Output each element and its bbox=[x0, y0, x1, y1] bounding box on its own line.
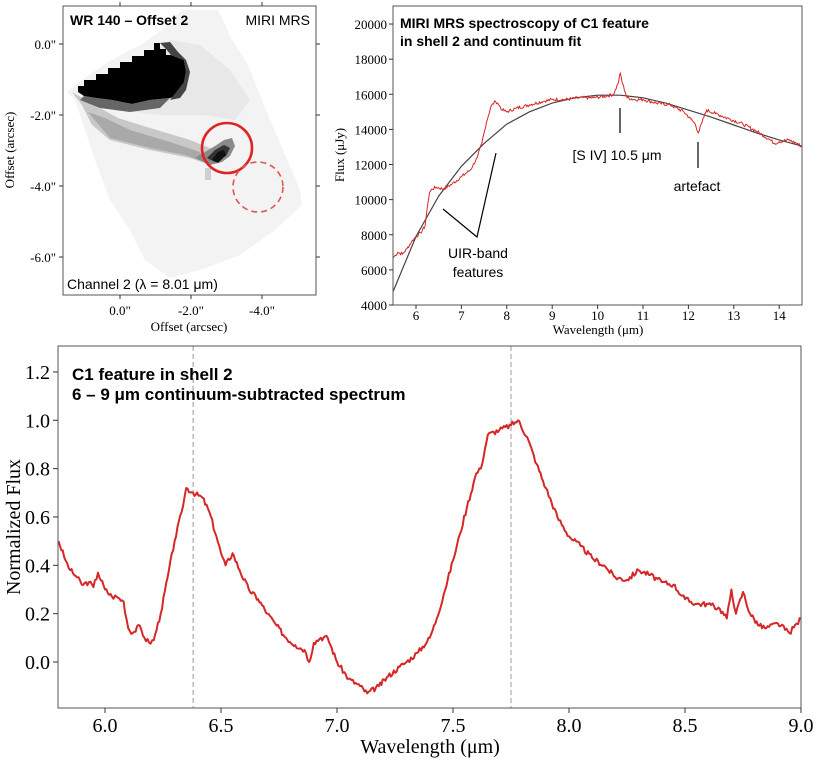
subtracted-ytick-label: 0.6 bbox=[25, 507, 50, 529]
subtracted-ytick-label: 1.0 bbox=[25, 410, 50, 432]
spectrum-xtick-label: 9 bbox=[549, 308, 556, 323]
image-ytick-label: -2.0" bbox=[30, 108, 56, 123]
image-xtick-label: 0.0" bbox=[109, 303, 131, 318]
subtracted-ticks: 6.0 6.5 7.0 7.5 8.0 8.5 9.0 0.0 0.2 0.4 0.6 0.8 1.0 1… bbox=[25, 362, 814, 737]
spectrum-ytick-label: 14000 bbox=[355, 122, 388, 137]
spectrum-xtick-label: 13 bbox=[727, 308, 740, 323]
uir-pointer-lines bbox=[442, 152, 497, 239]
subtracted-xtick-label: 7.5 bbox=[441, 715, 466, 737]
subtracted-ytick-label: 0.2 bbox=[25, 604, 50, 626]
spectrum-ytick-label: 16000 bbox=[355, 87, 388, 102]
spectrum-xlabel: Wavelength (μm) bbox=[553, 322, 644, 337]
instrument-label: MIRI MRS bbox=[245, 12, 310, 28]
subtracted-xlabel: Wavelength (μm) bbox=[360, 736, 500, 758]
image-ylabel: Offset (arcsec) bbox=[2, 112, 17, 189]
spectrum-ytick-label: 4000 bbox=[361, 298, 387, 313]
image-panel: 0.0" -2.0" -4.0" 0.0" -2.0" -4.0" -6.0" WR 140… bbox=[2, 2, 320, 334]
spectrum-xtick-label: 10 bbox=[591, 308, 604, 323]
subtracted-title-line2: 6 – 9 μm continuum-subtracted spectrum bbox=[72, 385, 405, 404]
spectrum-ticks: 6 7 8 9 10 11 12 13 14 4000 6000 8000 10000 12000 1400… bbox=[355, 17, 787, 323]
continuum-fit-line bbox=[393, 94, 802, 292]
subtracted-ytick-label: 0.8 bbox=[25, 459, 50, 481]
spectrum-xtick-label: 6 bbox=[413, 308, 420, 323]
subtracted-axes-frame bbox=[57, 345, 802, 709]
intensity-map bbox=[67, 10, 302, 278]
image-xtick-label: -4.0" bbox=[249, 303, 275, 318]
subtracted-xtick-label: 7.0 bbox=[325, 715, 350, 737]
image-xlabel: Offset (arcsec) bbox=[151, 319, 228, 334]
subtracted-title-line1: C1 feature in shell 2 bbox=[72, 365, 233, 384]
artefact-label: artefact bbox=[674, 178, 721, 194]
image-xtick-label: -2.0" bbox=[178, 303, 204, 318]
subtracted-ytick-label: 0.4 bbox=[25, 555, 50, 577]
uir-label-line1: UIR-band bbox=[448, 245, 508, 261]
spectrum-xtick-label: 7 bbox=[458, 308, 465, 323]
subtracted-xtick-label: 6.0 bbox=[93, 715, 118, 737]
spectrum-ylabel: Flux (μJy) bbox=[332, 128, 347, 182]
image-ytick-label: -6.0" bbox=[30, 250, 56, 265]
channel-label: Channel 2 (λ = 8.01 μm) bbox=[67, 276, 218, 292]
subtracted-xtick-label: 9.0 bbox=[789, 715, 814, 737]
spectrum-ytick-label: 6000 bbox=[361, 263, 387, 278]
image-axes-frame bbox=[62, 5, 317, 296]
subtracted-xtick-label: 8.0 bbox=[557, 715, 582, 737]
spectrum-xtick-label: 11 bbox=[637, 308, 650, 323]
spectrum-line bbox=[393, 71, 802, 258]
subtracted-xtick-label: 8.5 bbox=[673, 715, 698, 737]
image-ticks: 0.0" -2.0" -4.0" 0.0" -2.0" -4.0" -6.0" bbox=[30, 2, 320, 318]
spectrum-title-line2: in shell 2 and continuum fit bbox=[400, 33, 582, 49]
subtracted-panel: 6.0 6.5 7.0 7.5 8.0 8.5 9.0 0.0 0.2 0.4 0.6 0.8 1.0 1… bbox=[3, 345, 814, 758]
spectrum-ytick-label: 10000 bbox=[355, 193, 388, 208]
background-aperture-circle bbox=[232, 161, 284, 213]
subtracted-ytick-label: 0.0 bbox=[25, 652, 50, 674]
spectrum-ytick-label: 18000 bbox=[355, 52, 388, 67]
spectrum-plot-area bbox=[393, 71, 802, 292]
subtracted-ytick-label: 1.2 bbox=[25, 362, 50, 384]
spectrum-xtick-label: 8 bbox=[504, 308, 511, 323]
spectrum-xtick-label: 12 bbox=[682, 308, 695, 323]
spectrum-ytick-label: 8000 bbox=[361, 228, 387, 243]
subtracted-ylabel: Normalized Flux bbox=[3, 459, 25, 595]
subtracted-plot-area bbox=[58, 346, 801, 708]
spectrum-ytick-label: 12000 bbox=[355, 158, 388, 173]
spectrum-xtick-label: 14 bbox=[773, 308, 787, 323]
subtracted-spectrum-line bbox=[58, 419, 801, 695]
image-ytick-label: 0.0" bbox=[34, 37, 56, 52]
uir-label-line2: features bbox=[453, 264, 504, 280]
spectrum-panel: 6 7 8 9 10 11 12 13 14 4000 6000 8000 10000 12000 1400… bbox=[332, 5, 803, 337]
spectrum-ytick-label: 20000 bbox=[355, 17, 388, 32]
image-title: WR 140 – Offset 2 bbox=[70, 12, 188, 28]
spectrum-title-line1: MIRI MRS spectroscopy of C1 feature bbox=[400, 15, 649, 31]
source-aperture-circle bbox=[200, 121, 254, 175]
image-ytick-label: -4.0" bbox=[30, 179, 56, 194]
siv-label: [S IV] 10.5 μm bbox=[573, 147, 662, 163]
subtracted-xtick-label: 6.5 bbox=[209, 715, 234, 737]
